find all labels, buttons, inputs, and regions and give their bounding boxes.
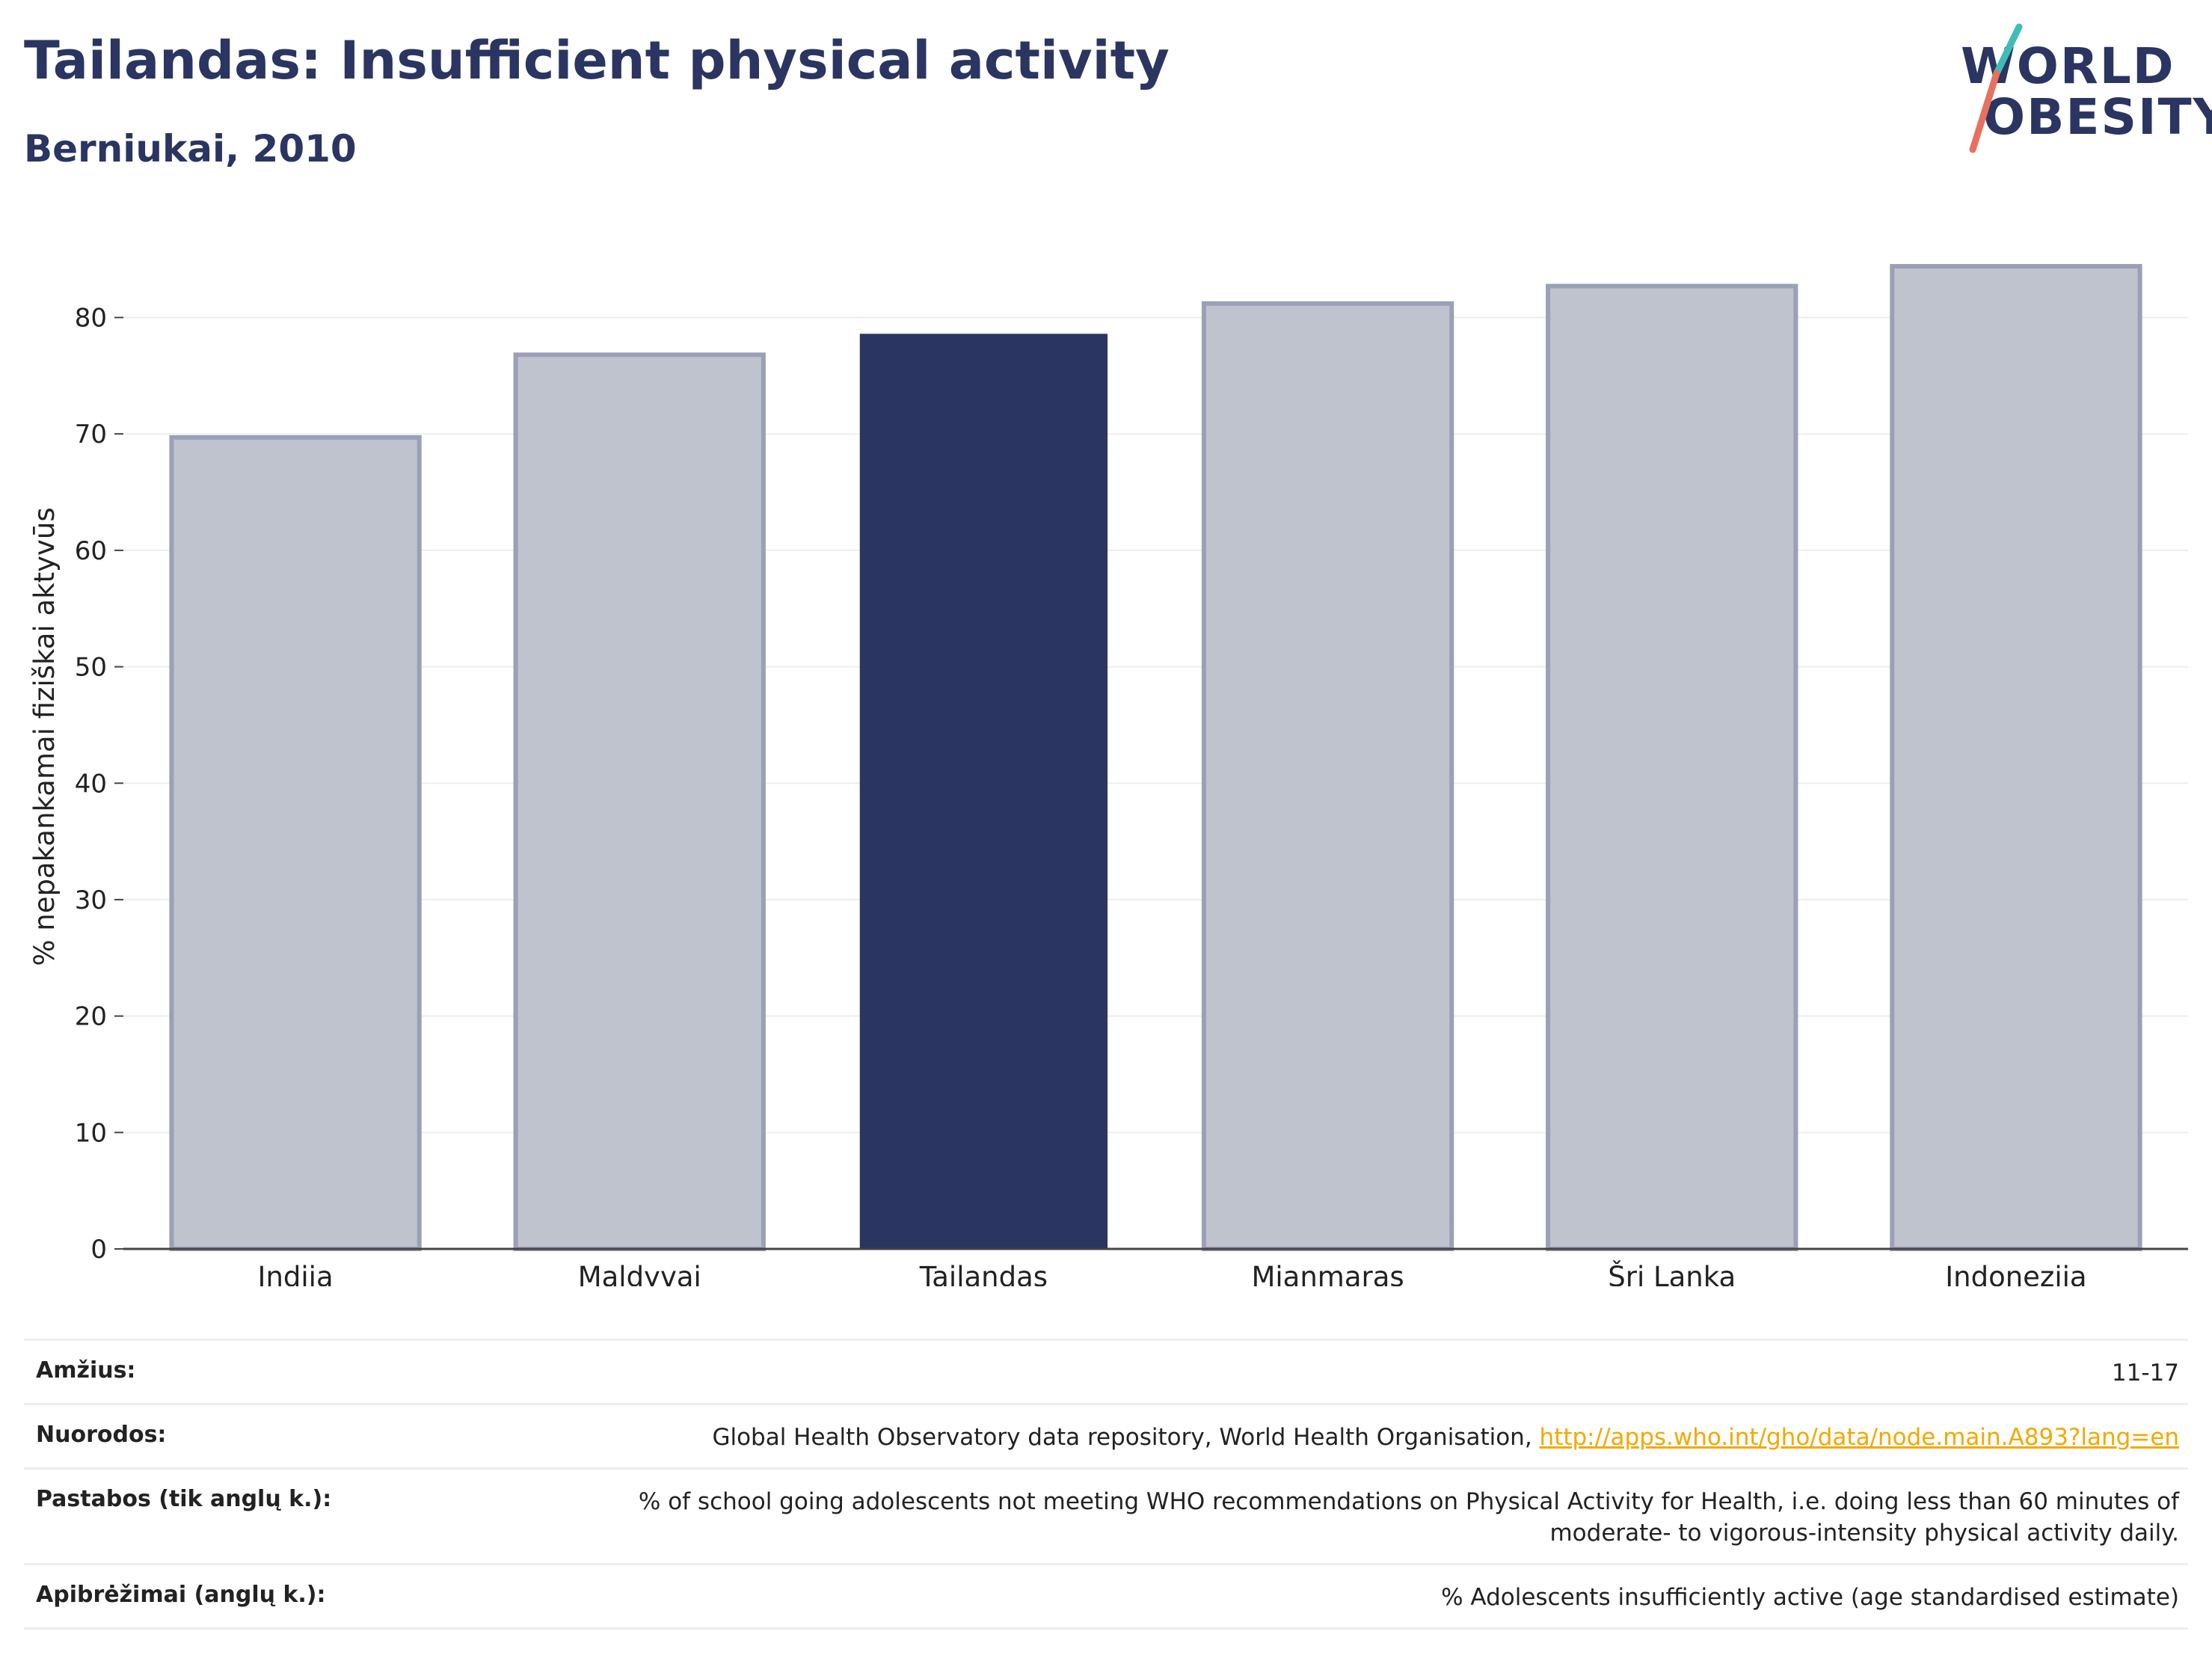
footer-row-notes: Pastabos (tik anglų k.): % of school goi… xyxy=(24,1467,2188,1564)
y-tick-label: 60 xyxy=(75,536,107,566)
bar-maldyvai xyxy=(513,352,766,1251)
x-tick-label: Tailandas xyxy=(919,1261,1048,1286)
footer-row-age: Amžius: 11-17 xyxy=(24,1339,2188,1403)
bar-tailandas xyxy=(859,334,1108,1249)
bar-mianmaras xyxy=(1201,301,1454,1251)
age-value: 11-17 xyxy=(2111,1360,2179,1387)
definition-value: % Adolescents insufficiently active (age… xyxy=(1441,1584,2179,1612)
footer-row-definition: Apibrėžimai (anglų k.): % Adolescents in… xyxy=(24,1563,2188,1630)
metadata-table: Amžius: 11-17 Nuorodos: Global Health Ob… xyxy=(24,1339,2188,1630)
page-subtitle: Berniukai, 2010 xyxy=(24,127,357,171)
source-value: Global Health Observatory data repositor… xyxy=(712,1423,1540,1451)
x-tick-label: Indonezija xyxy=(1945,1261,2086,1286)
definition-label: Apibrėžimai (anglų k.): xyxy=(36,1582,326,1609)
source-label: Nuorodos: xyxy=(36,1421,167,1448)
logo-line-2: OBESITY xyxy=(1983,88,2212,146)
x-tick-label: Mianmaras xyxy=(1251,1261,1404,1286)
y-axis-label: % nepakankamai fiziškai aktyvūs xyxy=(28,507,61,965)
age-label: Amžius: xyxy=(36,1357,136,1384)
x-tick-label: Indija xyxy=(258,1261,334,1286)
bar-chart: 0 10 20 30 40 50 60 70 80 Indija Maldyvai Tailandas… xyxy=(28,264,2188,1286)
notes-label: Pastabos (tik anglų k.): xyxy=(36,1485,332,1512)
y-tick-label: 40 xyxy=(75,769,107,799)
bar--ri-lanka xyxy=(1546,283,1798,1252)
y-tick-label: 50 xyxy=(75,653,107,683)
page-title: Tailandas: Insufficient physical activit… xyxy=(24,30,1170,91)
world-obesity-logo: WORLD OBESITY xyxy=(1952,21,2212,163)
y-tick-label: 80 xyxy=(75,304,107,334)
logo-slash-icon xyxy=(1969,23,2023,153)
source-link[interactable]: http://apps.who.int/gho/data/node.main.A… xyxy=(1539,1423,2179,1451)
y-tick-label: 70 xyxy=(75,420,107,449)
footer-row-source: Nuorodos: Global Health Observatory data… xyxy=(24,1402,2188,1467)
source-value-wrap: Global Health Observatory data repositor… xyxy=(712,1422,2179,1454)
y-tick-label: 20 xyxy=(75,1002,107,1032)
y-tick-label: 0 xyxy=(90,1235,107,1265)
y-tick-label: 30 xyxy=(75,885,107,915)
notes-value: % of school going adolescents not meetin… xyxy=(638,1487,2179,1547)
x-tick-label: Maldyvai xyxy=(578,1261,701,1286)
bar-indija xyxy=(169,435,422,1252)
y-tick-label: 10 xyxy=(75,1118,107,1148)
x-tick-label: Šri Lanka xyxy=(1608,1260,1736,1286)
bar-indonezija xyxy=(1890,264,2142,1252)
